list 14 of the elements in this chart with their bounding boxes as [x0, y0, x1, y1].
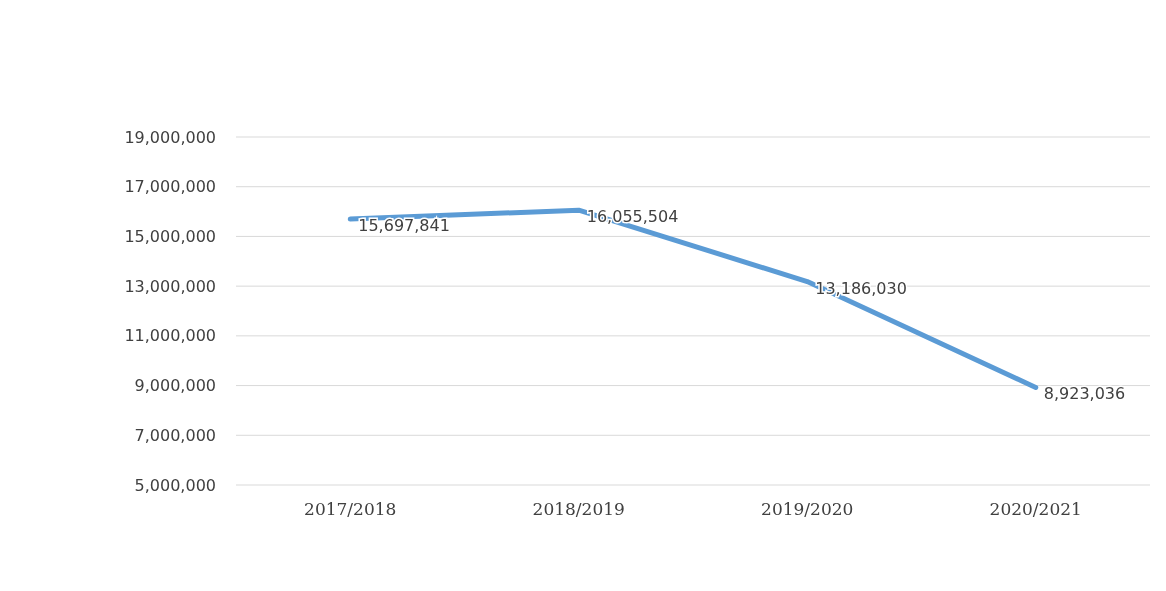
x-tick-label: 2020/2021 [989, 499, 1082, 519]
y-tick-label: 19,000,000 [124, 127, 216, 147]
x-tick-label: 2017/2018 [304, 499, 397, 519]
data-label: 8,923,036 [1043, 384, 1126, 404]
x-tick-label: 2018/2019 [532, 499, 625, 519]
y-tick-label: 5,000,000 [134, 475, 216, 495]
y-tick-label: 11,000,000 [124, 326, 216, 346]
y-tick-label: 9,000,000 [134, 376, 216, 396]
y-tick-label: 15,000,000 [124, 227, 216, 247]
y-tick-label: 13,000,000 [124, 276, 216, 296]
data-label: 15,697,841 [358, 216, 450, 236]
x-tick-label: 2019/2020 [761, 499, 854, 519]
y-tick-label: 17,000,000 [124, 177, 216, 197]
y-tick-label: 7,000,000 [134, 425, 216, 445]
